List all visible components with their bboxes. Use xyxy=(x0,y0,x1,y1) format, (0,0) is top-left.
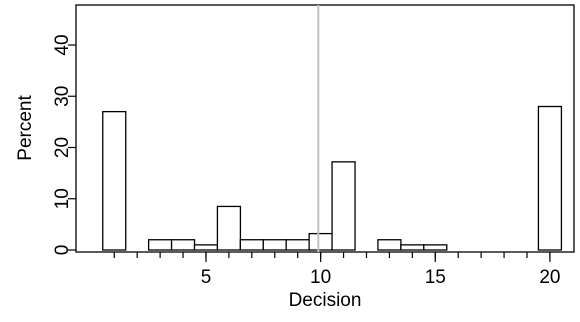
bar-5 xyxy=(193,244,219,251)
bar-9 xyxy=(285,239,310,251)
bar-3 xyxy=(147,239,173,251)
bar-10 xyxy=(308,232,333,251)
bar-6 xyxy=(216,205,242,251)
x-tick-label: 10 xyxy=(310,267,331,288)
bar-8 xyxy=(262,239,287,251)
bar-14 xyxy=(400,244,425,251)
bar-13 xyxy=(377,239,402,251)
x-tick-label: 5 xyxy=(201,267,212,288)
y-tick-label: 10 xyxy=(52,188,73,209)
x-tick-label: 15 xyxy=(425,267,446,288)
bar-11 xyxy=(331,161,356,251)
y-tick-label: 40 xyxy=(52,34,73,55)
bar-15 xyxy=(423,244,448,251)
y-tick-label: 30 xyxy=(52,86,73,107)
y-tick-label: 20 xyxy=(52,137,73,158)
bar-4 xyxy=(170,239,196,251)
y-axis: 0 10 20 30 40 xyxy=(52,34,76,255)
plot-frame xyxy=(75,4,575,253)
x-axis-label: Decision xyxy=(289,290,362,311)
bar-1 xyxy=(102,110,127,251)
bar-20 xyxy=(537,105,563,251)
bars xyxy=(102,105,563,251)
x-axis: 5 10 15 20 xyxy=(113,252,561,288)
bar-7 xyxy=(239,239,264,251)
y-axis-label: Percent xyxy=(15,95,36,161)
y-tick-label: 0 xyxy=(52,245,73,256)
x-tick-label: 20 xyxy=(539,267,560,288)
